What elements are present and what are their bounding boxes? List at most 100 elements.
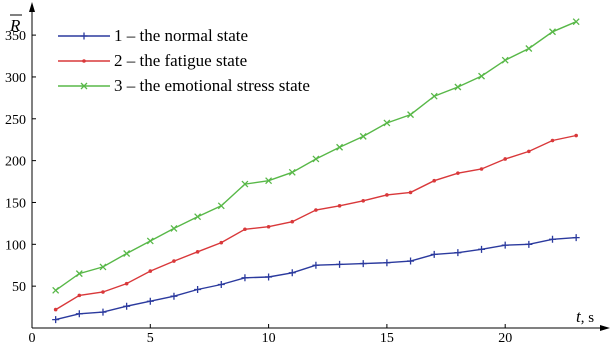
legend-label-3: 3 – the emotional stress state bbox=[114, 76, 310, 95]
series-1-point bbox=[383, 259, 391, 267]
series-3-point bbox=[525, 45, 533, 52]
y-tick-label: 100 bbox=[5, 238, 26, 253]
series-3-point bbox=[407, 111, 415, 119]
legend-item-2: 2 – the fatigue state bbox=[58, 51, 247, 70]
series-3 bbox=[52, 18, 580, 294]
series-3-point bbox=[52, 286, 60, 294]
x-axis-title-unit: , s bbox=[581, 310, 595, 326]
series-2-point bbox=[172, 259, 176, 263]
y-tick-label: 150 bbox=[5, 196, 26, 211]
series-1 bbox=[52, 234, 580, 324]
series-2-point bbox=[53, 307, 58, 312]
x-tick-label: 5 bbox=[147, 331, 154, 343]
x-axis-arrow bbox=[600, 325, 610, 331]
series-1-point bbox=[52, 316, 60, 324]
legend-marker-3 bbox=[80, 82, 88, 90]
series-1-point bbox=[407, 257, 415, 265]
series-3-point bbox=[454, 83, 462, 91]
series-1-point bbox=[525, 240, 533, 248]
y-tick-label: 300 bbox=[5, 71, 26, 86]
series-1-point bbox=[312, 261, 320, 269]
series-1-point bbox=[359, 260, 367, 268]
series-3-point bbox=[75, 270, 83, 278]
series-3-point bbox=[549, 28, 556, 36]
series-2-point bbox=[195, 250, 200, 254]
series-layer bbox=[52, 18, 580, 324]
series-2-point bbox=[266, 224, 271, 229]
series-2-point bbox=[503, 157, 507, 161]
series-2-line bbox=[55, 134, 577, 311]
series-1-point bbox=[170, 292, 178, 300]
y-axis-arrow bbox=[29, 2, 35, 12]
series-1-point bbox=[288, 269, 296, 277]
x-axis-title: t, s bbox=[576, 307, 594, 326]
series-3-point bbox=[336, 143, 344, 151]
y-axis-title: R bbox=[9, 14, 22, 35]
series-2-point bbox=[290, 219, 295, 224]
series-3-point bbox=[572, 18, 580, 26]
legend-marker-1 bbox=[80, 32, 88, 40]
series-3-point bbox=[501, 56, 509, 64]
ticks: 50 100 150 200 250 300 350 0 5 10 15 20 bbox=[5, 29, 512, 343]
series-1-point bbox=[454, 249, 462, 257]
series-3-point bbox=[146, 237, 154, 245]
series-2-point bbox=[77, 293, 82, 298]
y-tick-label: 200 bbox=[5, 155, 26, 170]
series-1-point bbox=[241, 274, 249, 282]
series-2-point bbox=[527, 149, 531, 154]
series-3-point bbox=[430, 92, 438, 100]
series-2-point bbox=[456, 171, 460, 175]
legend-item-3: 3 – the emotional stress state bbox=[58, 76, 310, 95]
series-1-point bbox=[572, 234, 580, 242]
series-2-point bbox=[574, 133, 578, 138]
series-1-point bbox=[217, 280, 225, 288]
series-1-point bbox=[123, 302, 131, 310]
series-1-point bbox=[549, 235, 557, 243]
legend-label-2: 2 – the fatigue state bbox=[114, 51, 247, 70]
x-axis-title-variable: t bbox=[576, 307, 582, 326]
axes bbox=[29, 2, 610, 331]
series-3-point bbox=[478, 72, 485, 80]
series-1-point bbox=[194, 286, 202, 294]
series-2-point bbox=[148, 269, 153, 273]
series-3-point bbox=[170, 224, 178, 232]
series-2-point bbox=[337, 204, 342, 208]
legend-marker-2 bbox=[82, 59, 86, 63]
series-2-point bbox=[385, 193, 389, 197]
y-tick-label: 350 bbox=[5, 29, 26, 44]
series-2-point bbox=[361, 199, 366, 203]
series-2-point bbox=[550, 138, 555, 143]
series-2-point bbox=[314, 208, 318, 212]
series-3-point bbox=[359, 132, 367, 140]
series-2-point bbox=[101, 290, 105, 294]
series-1-point bbox=[146, 297, 154, 305]
series-1-point bbox=[99, 308, 107, 316]
series-1-point bbox=[478, 245, 486, 253]
y-tick-label: 50 bbox=[12, 280, 26, 295]
series-3-point bbox=[99, 263, 107, 271]
series-3-point bbox=[194, 213, 202, 221]
series-1-point bbox=[75, 310, 83, 318]
y-axis-title-text: R bbox=[9, 16, 21, 35]
series-2 bbox=[53, 133, 578, 312]
series-2-point bbox=[124, 281, 129, 286]
series-3-point bbox=[241, 180, 249, 188]
legend: 1 – the normal state 2 – the fatigue stat… bbox=[58, 26, 310, 95]
series-1-point bbox=[501, 241, 509, 249]
series-2-point bbox=[408, 190, 413, 195]
series-1-point bbox=[265, 273, 273, 281]
x-tick-label: 0 bbox=[29, 331, 36, 343]
legend-item-1: 1 – the normal state bbox=[58, 26, 248, 45]
x-tick-label: 20 bbox=[498, 331, 512, 343]
x-tick-label: 15 bbox=[380, 331, 394, 343]
y-tick-label: 250 bbox=[5, 113, 26, 128]
series-3-point bbox=[312, 155, 320, 163]
series-3-point bbox=[383, 119, 391, 127]
series-2-point bbox=[219, 240, 224, 245]
series-3-point bbox=[265, 177, 273, 185]
legend-label-1: 1 – the normal state bbox=[114, 26, 248, 45]
series-3-point bbox=[288, 168, 296, 176]
series-3-point bbox=[217, 202, 225, 210]
series-1-point bbox=[336, 260, 344, 268]
